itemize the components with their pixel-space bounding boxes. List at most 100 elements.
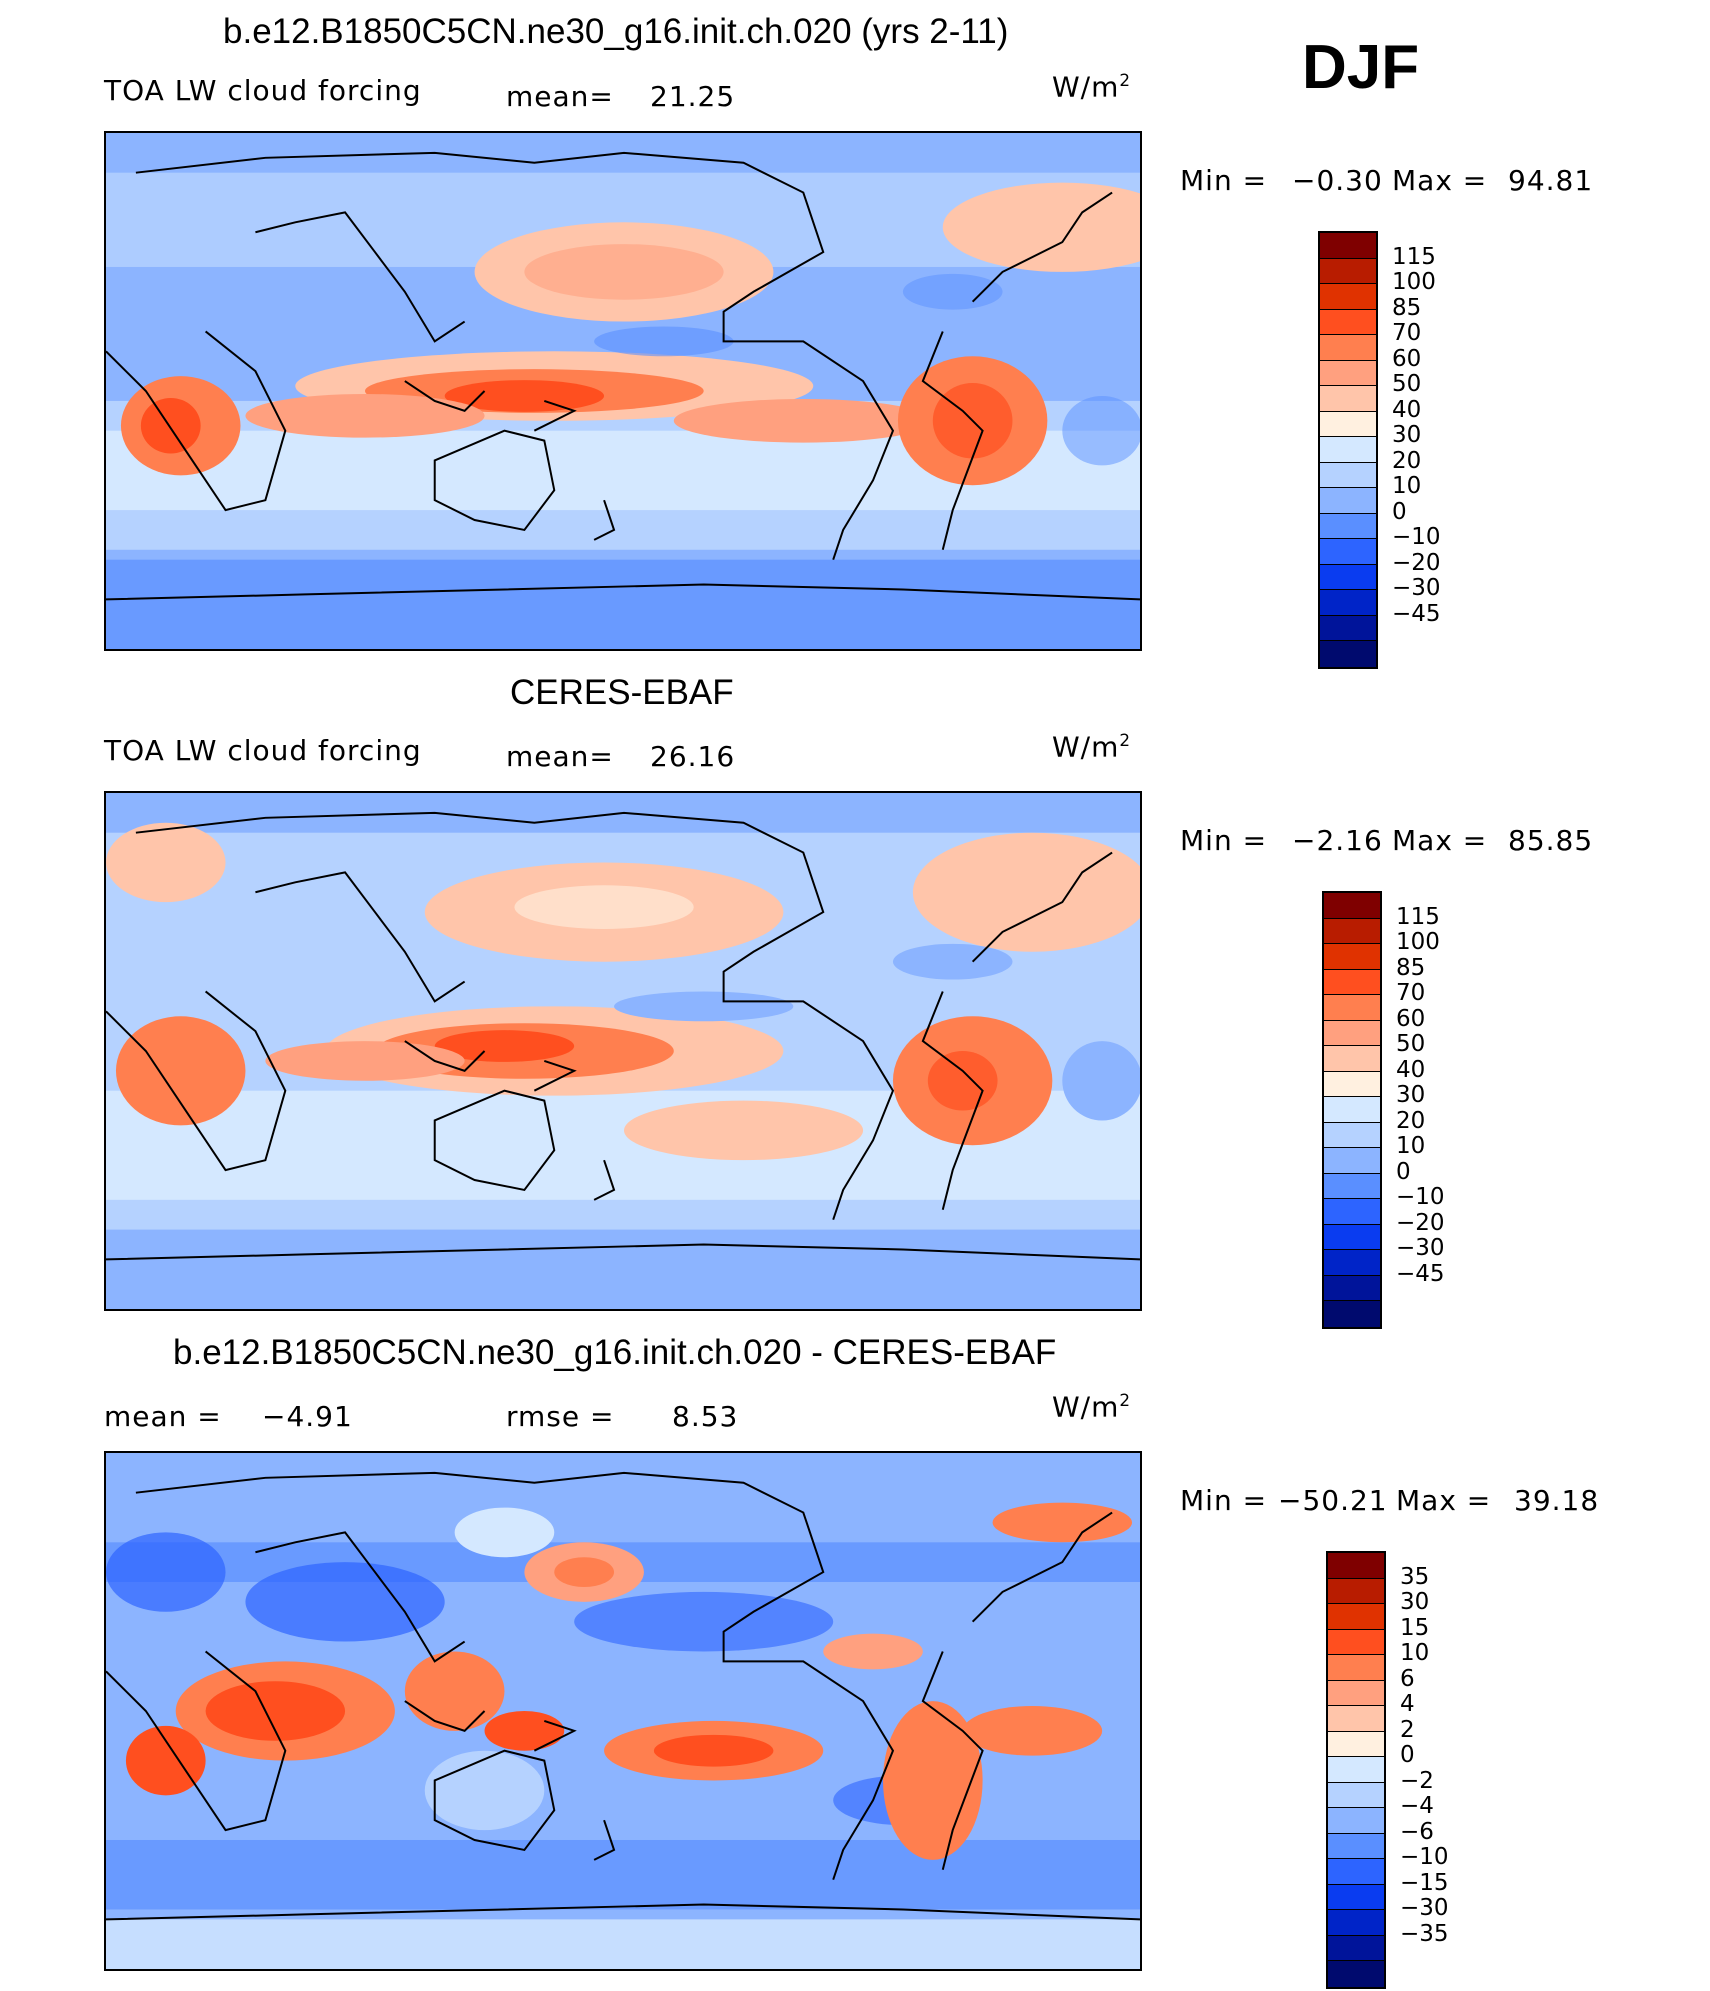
panel2-colorbar-box [1324,1199,1380,1225]
panel1-map [104,131,1142,651]
panel3-colorbar-box [1328,1782,1384,1808]
panel3-colorbar-tick: −6 [1400,1818,1434,1845]
panel2-colorbar-tick: 10 [1396,1133,1426,1159]
panel1-colorbar-tick: −45 [1392,600,1441,627]
panel3-map-field [106,1453,1140,1969]
panel1-colorbar-box [1320,335,1376,361]
panel2-map [104,791,1142,1311]
panel2-colorbar-box [1324,995,1380,1021]
panel3-colorbar-tick: −4 [1400,1793,1434,1819]
panel2-colorbar-box [1324,1173,1380,1199]
panel1-colorbar-box [1320,284,1376,310]
panel2-colorbar-tick: 60 [1396,1005,1426,1032]
panel2-colorbar-tick: 100 [1396,929,1440,955]
panel3-colorbar-box [1328,1859,1384,1885]
panel1-colorbar-tick: 0 [1392,498,1407,525]
panel2-mean-value: 26.16 [650,740,736,773]
panel1-title: b.e12.B1850C5CN.ne30_g16.init.ch.020 (yr… [223,12,1009,51]
panel1-min-label: Min = [1180,164,1268,197]
panel2-colorbar-box [1324,1275,1380,1301]
panel1-colorbar-box [1320,590,1376,616]
panel3-colorbar-tick: 6 [1400,1665,1415,1692]
panel2-colorbar-box [1324,1020,1380,1046]
panel1-colorbar-box [1320,539,1376,565]
panel3-colorbar-box [1328,1604,1384,1630]
panel2-min-value: −2.16 [1292,824,1383,857]
panel3-rmse-value: 8.53 [672,1400,739,1433]
panel1-units: W/m2 [1052,70,1132,104]
panel3-title: b.e12.B1850C5CN.ne30_g16.init.ch.020 - C… [173,1333,1057,1372]
panel3-max-label: Max = [1396,1484,1492,1517]
panel2-units: W/m2 [1052,730,1132,764]
panel3-colorbar-tick: 15 [1400,1614,1430,1641]
panel1-colorbar-box [1320,564,1376,590]
panel3-colorbar-tick: 10 [1400,1640,1430,1666]
panel2-colorbar-box [1324,1046,1380,1072]
panel3-colorbar-tick: −30 [1400,1895,1449,1921]
panel3-mean-value: −4.91 [262,1400,353,1433]
panel1-colorbar-box [1320,386,1376,412]
panel1-colorbar-box [1320,411,1376,437]
panel3-colorbar-box [1328,1935,1384,1961]
panel2-title: CERES-EBAF [510,673,734,712]
panel2-colorbar-box [1324,1122,1380,1148]
panel3-colorbar-box [1328,1757,1384,1783]
panel1-colorbar-tick: 10 [1392,473,1422,499]
panel3-colorbar-box [1328,1629,1384,1655]
panel1-min-value: −0.30 [1292,164,1383,197]
panel1-colorbar-box [1320,641,1376,667]
panel2-mean-label: mean= [506,740,614,773]
panel1-colorbar-box [1320,437,1376,463]
panel1-colorbar-box [1320,462,1376,488]
panel2-colorbar-tick: 115 [1396,903,1440,930]
panel1-colorbar-tick: 60 [1392,345,1422,372]
panel2-colorbar-box [1324,893,1380,919]
panel2-colorbar-box [1324,1148,1380,1174]
panel1-colorbar [1318,231,1378,669]
panel2-max-label: Max = [1392,824,1488,857]
panel1-colorbar-tick: 40 [1392,396,1422,423]
panel3-colorbar-tick: −35 [1400,1920,1449,1947]
panel2-colorbar-tick: −30 [1396,1235,1445,1261]
panel3-colorbar-tick: 30 [1400,1589,1430,1615]
panel3-colorbar-box [1328,1884,1384,1910]
panel1-mean-value: 21.25 [650,80,736,113]
panel2-colorbar-tick: 85 [1396,954,1426,981]
panel1-colorbar-box [1320,488,1376,514]
panel1-colorbar-tick: 50 [1392,371,1422,397]
panel3-colorbar-tick: 4 [1400,1691,1415,1717]
panel2-colorbar-tick: −20 [1396,1209,1445,1236]
panel3-colorbar-tick: −10 [1400,1844,1449,1870]
panel1-colorbar-tick: 20 [1392,447,1422,474]
panel1-max-value: 94.81 [1508,164,1594,197]
panel3-colorbar-box [1328,1910,1384,1936]
panel2-colorbar-box [1324,944,1380,970]
panel3-max-value: 39.18 [1514,1484,1600,1517]
panel1-max-label: Max = [1392,164,1488,197]
panel1-colorbar-tick: −30 [1392,575,1441,601]
panel1-colorbar-tick: 85 [1392,294,1422,321]
panel1-colorbar-box [1320,233,1376,259]
panel1-field-label: TOA LW cloud forcing [104,74,422,107]
panel3-colorbar-box [1328,1655,1384,1681]
panel1-colorbar-tick: −10 [1392,524,1441,550]
panel3-colorbar-box [1328,1961,1384,1987]
panel2-colorbar-box [1324,1071,1380,1097]
panel2-colorbar-box [1324,969,1380,995]
panel3-colorbar-tick: 2 [1400,1716,1415,1743]
panel2-map-field [106,793,1140,1309]
panel1-colorbar-box [1320,360,1376,386]
panel3-colorbar-tick: 0 [1400,1742,1415,1768]
panel2-colorbar [1322,891,1382,1329]
panel2-colorbar-box [1324,1097,1380,1123]
panel3-colorbar-box [1328,1706,1384,1732]
panel3-colorbar-tick: 35 [1400,1563,1430,1590]
panel2-colorbar-box [1324,1301,1380,1327]
season-label: DJF [1302,33,1420,102]
panel2-colorbar-tick: 30 [1396,1082,1426,1108]
panel3-map [104,1451,1142,1971]
panel2-colorbar-tick: 40 [1396,1056,1426,1083]
panel1-colorbar-tick: 100 [1392,269,1436,295]
panel3-colorbar [1326,1551,1386,1989]
panel1-colorbar-box [1320,309,1376,335]
